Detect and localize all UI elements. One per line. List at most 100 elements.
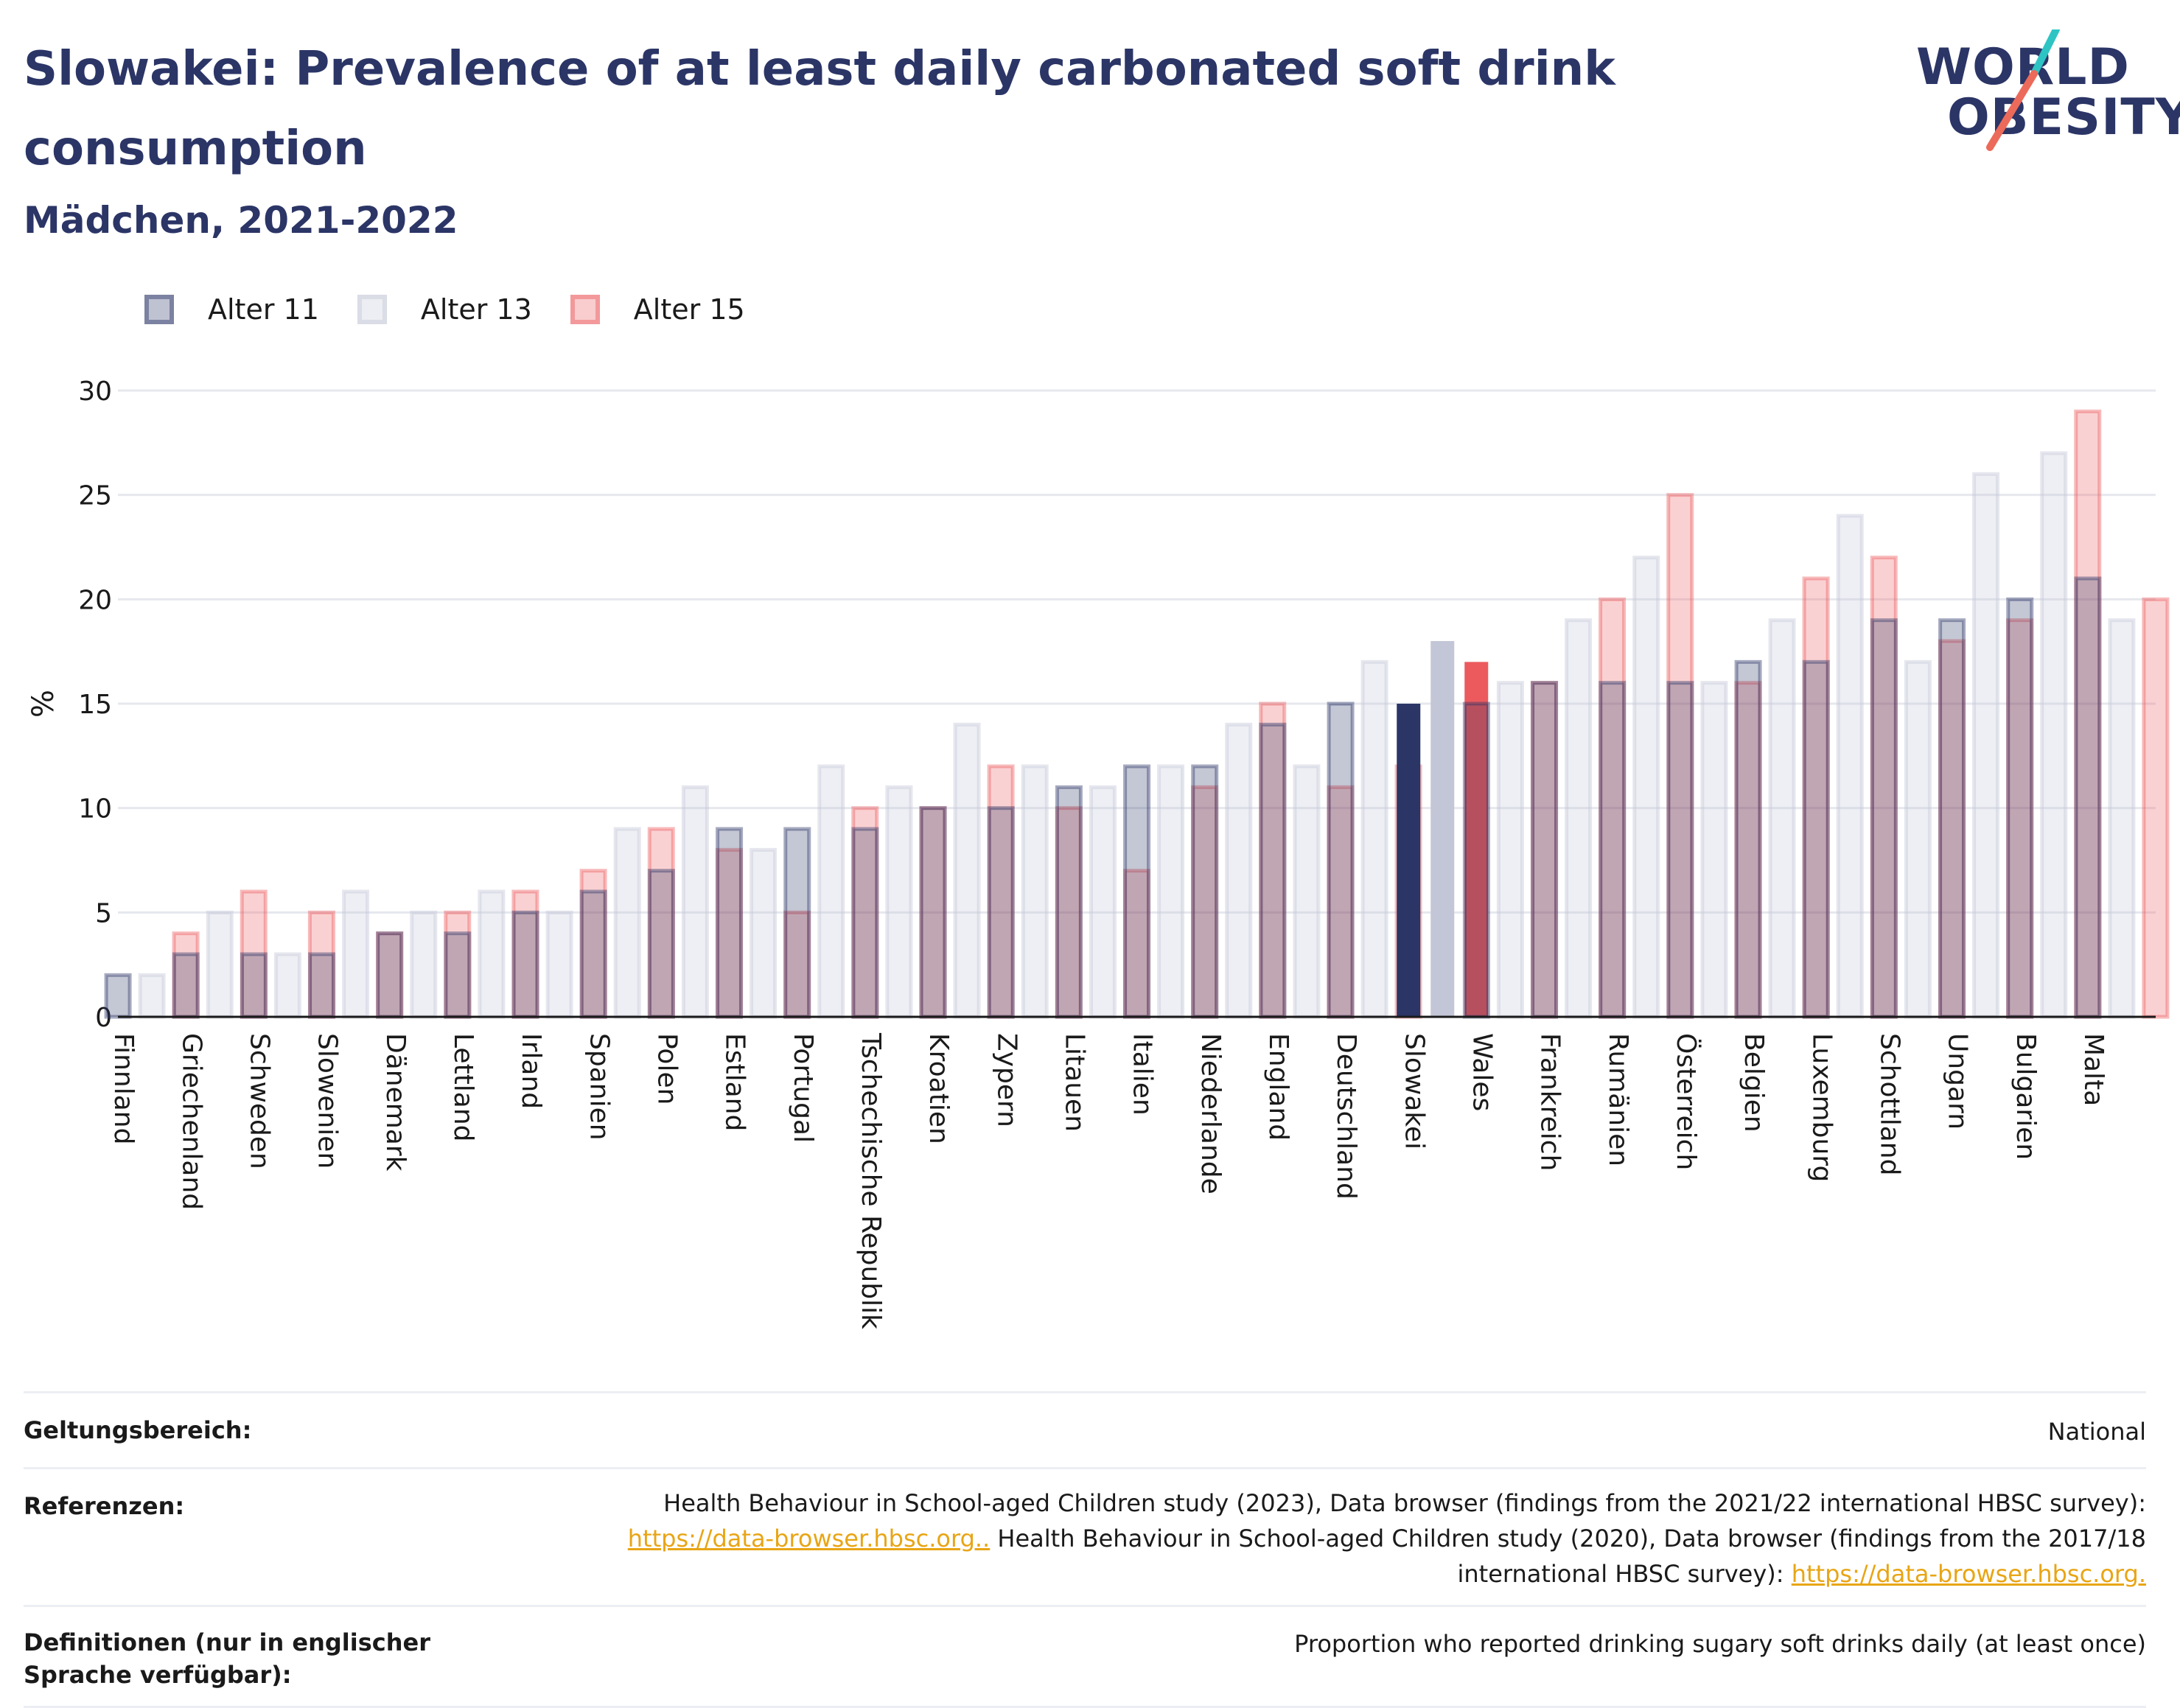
bar-irland-age-15 — [579, 869, 607, 1019]
y-tick-label: 10 — [78, 794, 112, 825]
bar-dänemark-age-15 — [444, 910, 472, 1019]
bar-österreich-age-15 — [1734, 681, 1762, 1019]
bar-england-age-13 — [1293, 764, 1321, 1019]
reference-link-1[interactable]: https://data-browser.hbsc.org.. — [627, 1525, 991, 1553]
legend-swatch-age-13 — [357, 295, 387, 324]
x-tick-label: Spanien — [584, 1033, 614, 1141]
bar-polen-age-11 — [647, 869, 675, 1019]
x-tick-label: Belgien — [1739, 1033, 1769, 1133]
x-tick-label: Österreich — [1671, 1033, 1702, 1170]
chart-subtitle: Mädchen, 2021-2022 — [24, 199, 458, 242]
legend-item-age-15[interactable]: Alter 15 — [570, 293, 745, 326]
x-tick-label: Ungarn — [1943, 1033, 1973, 1130]
x-tick-label: Schottland — [1874, 1033, 1904, 1175]
reference-text-2: Health Behaviour in School-aged Children… — [990, 1525, 2146, 1588]
bar-slowakei-age-13 — [1430, 641, 1455, 1017]
bar-litauen-age-11 — [1055, 785, 1083, 1019]
bar-malta-age-13 — [2108, 618, 2136, 1019]
legend-item-age-11[interactable]: Alter 11 — [144, 293, 319, 326]
bar-zypern-age-11 — [987, 806, 1015, 1019]
x-tick-label: Irland — [516, 1033, 546, 1109]
legend-swatch-age-15 — [570, 295, 600, 324]
bar-ungarn-age-15 — [2006, 618, 2034, 1019]
x-tick-label: Niederlande — [1195, 1033, 1226, 1194]
bar-spanien-age-11 — [579, 889, 607, 1019]
x-tick-label: Slowenien — [312, 1033, 343, 1169]
bar-schottland-age-13 — [1904, 659, 1932, 1019]
bar-ungarn-age-11 — [1938, 618, 1966, 1019]
x-tick-label: Zypern — [991, 1033, 1021, 1127]
bar-rumänien-age-13 — [1632, 556, 1660, 1019]
bar-portugal-age-13 — [817, 764, 845, 1019]
bar-england-age-15 — [1327, 785, 1355, 1019]
x-tick-label: Deutschland — [1331, 1033, 1361, 1200]
y-tick-label: 30 — [78, 377, 112, 407]
chart-title: Slowakei: Prevalence of at least daily c… — [24, 42, 1615, 176]
legend-item-age-13[interactable]: Alter 13 — [357, 293, 532, 326]
bar-finnland-age-11 — [104, 973, 132, 1019]
bar-belgien-age-13 — [1768, 618, 1796, 1019]
bar-frankreich-age-13 — [1565, 618, 1593, 1019]
x-tick-label: Frankreich — [1535, 1033, 1565, 1171]
x-tick-label: Rumänien — [1603, 1033, 1633, 1166]
reference-link-2[interactable]: https://data-browser.hbsc.org. — [1791, 1560, 2146, 1588]
x-tick-label: Luxemburg — [1806, 1033, 1837, 1182]
bar-polen-age-15 — [715, 847, 743, 1019]
bar-niederlande-age-13 — [1225, 722, 1253, 1019]
bar-österreich-age-13 — [1700, 681, 1728, 1019]
x-tick-label: Litauen — [1059, 1033, 1089, 1132]
bar-rumänien-age-11 — [1599, 681, 1627, 1019]
info-label-scope: Geltungsbereich: — [24, 1416, 252, 1444]
bar-wales-age-13 — [1496, 681, 1524, 1019]
bar-griechenland-age-13 — [206, 910, 234, 1019]
x-tick-label: Portugal — [788, 1033, 818, 1143]
bar-bulgarien-age-13 — [2040, 451, 2068, 1019]
x-tick-label: Lettland — [448, 1033, 478, 1142]
bar-schweden-age-13 — [273, 952, 301, 1019]
bar-niederlande-age-15 — [1259, 701, 1287, 1019]
bar-england-age-11 — [1259, 722, 1287, 1019]
y-tick-label: 20 — [78, 585, 112, 615]
logo-line-2: OBESITY — [1947, 88, 2180, 147]
bar-spanien-age-13 — [613, 827, 641, 1019]
bar-wales-age-11 — [1462, 701, 1490, 1019]
y-tick-label: 0 — [95, 1003, 112, 1033]
bar-deutschland-age-13 — [1360, 659, 1388, 1019]
bar-kroatien-age-11 — [919, 806, 947, 1019]
bar-portugal-age-11 — [783, 827, 811, 1019]
info-label-definitions: Definitionen (nur in englischer Sprache … — [24, 1628, 430, 1689]
bar-zypern-age-15 — [1055, 806, 1083, 1019]
bar-italien-age-11 — [1123, 764, 1151, 1019]
bar-slowakei-age-15 — [1464, 662, 1489, 1017]
bar-italien-age-13 — [1157, 764, 1185, 1019]
bar-slowakei-age-11 — [1397, 704, 1421, 1017]
bar-kroatien-age-13 — [953, 722, 981, 1019]
world-obesity-logo: WORLD OBESITY — [1916, 29, 2180, 162]
bar-lettland-age-13 — [478, 889, 506, 1019]
y-tick-label: 5 — [95, 898, 112, 928]
logo-slash-icon — [1986, 29, 2060, 151]
bar-estland-age-13 — [750, 847, 778, 1019]
x-tick-label: Italien — [1128, 1033, 1158, 1116]
legend-swatch-age-11 — [144, 295, 174, 324]
bar-litauen-age-15 — [1122, 869, 1150, 1019]
x-tick-label: Estland — [720, 1033, 750, 1131]
bar-tschechische-republik-age-13 — [885, 785, 913, 1019]
bar-luxemburg-age-13 — [1836, 514, 1864, 1019]
info-row-scope: Geltungsbereich: National — [24, 1391, 2146, 1467]
bar-österreich-age-11 — [1666, 681, 1694, 1019]
x-tick-label: Griechenland — [176, 1033, 206, 1210]
x-tick-label: Tschechische Republik — [856, 1032, 886, 1329]
bar-finnland-age-15 — [172, 931, 200, 1019]
reference-text-1: Health Behaviour in School-aged Children… — [663, 1489, 2146, 1517]
info-label-references: Referenzen: — [24, 1492, 185, 1520]
bar-dänemark-age-13 — [410, 910, 438, 1019]
bar-tschechische-republik-age-11 — [851, 827, 879, 1019]
legend-label-age-11: Alter 11 — [208, 293, 319, 326]
bar-polen-age-13 — [681, 785, 709, 1019]
bar-irland-age-13 — [545, 910, 573, 1019]
logo-line-1: WORLD — [1916, 38, 2130, 97]
bar-malta-age-15 — [2142, 597, 2170, 1019]
bar-niederlande-age-11 — [1191, 764, 1219, 1019]
bar-ungarn-age-13 — [1972, 472, 2000, 1019]
